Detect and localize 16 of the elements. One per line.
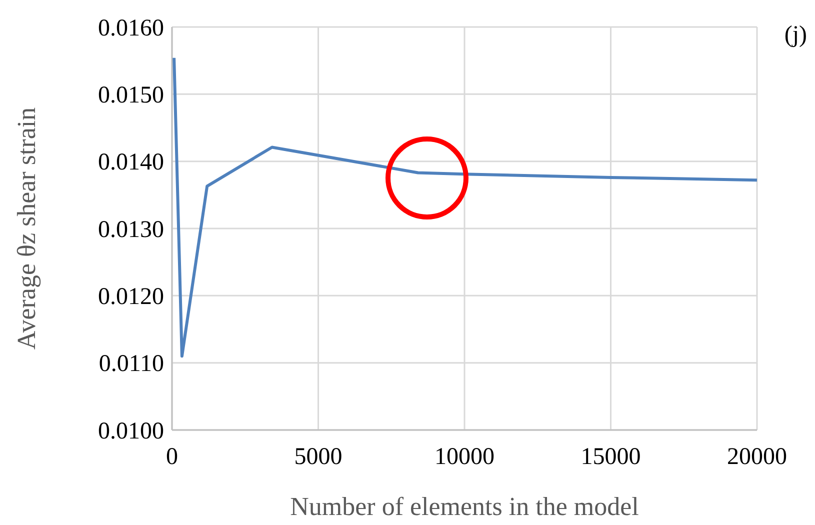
line-series [172,56,758,358]
y-tick-label: 0.0160 [98,15,164,42]
x-tick-label: 15000 [580,444,641,470]
x-tick-label: 20000 [727,444,787,470]
y-axis-title: Average θz shear strain [12,107,41,350]
x-axis-title: Number of elements in the model [290,492,639,521]
y-tick-label: 0.0130 [98,216,164,243]
y-tick-label: 0.0120 [98,284,164,310]
text: (j) [784,22,807,48]
y-tick-label: 0.0150 [98,82,164,109]
y-tick-label: 0.0100 [98,418,164,444]
x-tick-label: 5000 [294,444,342,470]
y-tick-label: 0.0110 [98,351,164,378]
y-tick-label: 0.0140 [98,150,164,176]
x-tick-label: 10000 [434,444,494,470]
x-tick-label: 0 [166,444,178,470]
